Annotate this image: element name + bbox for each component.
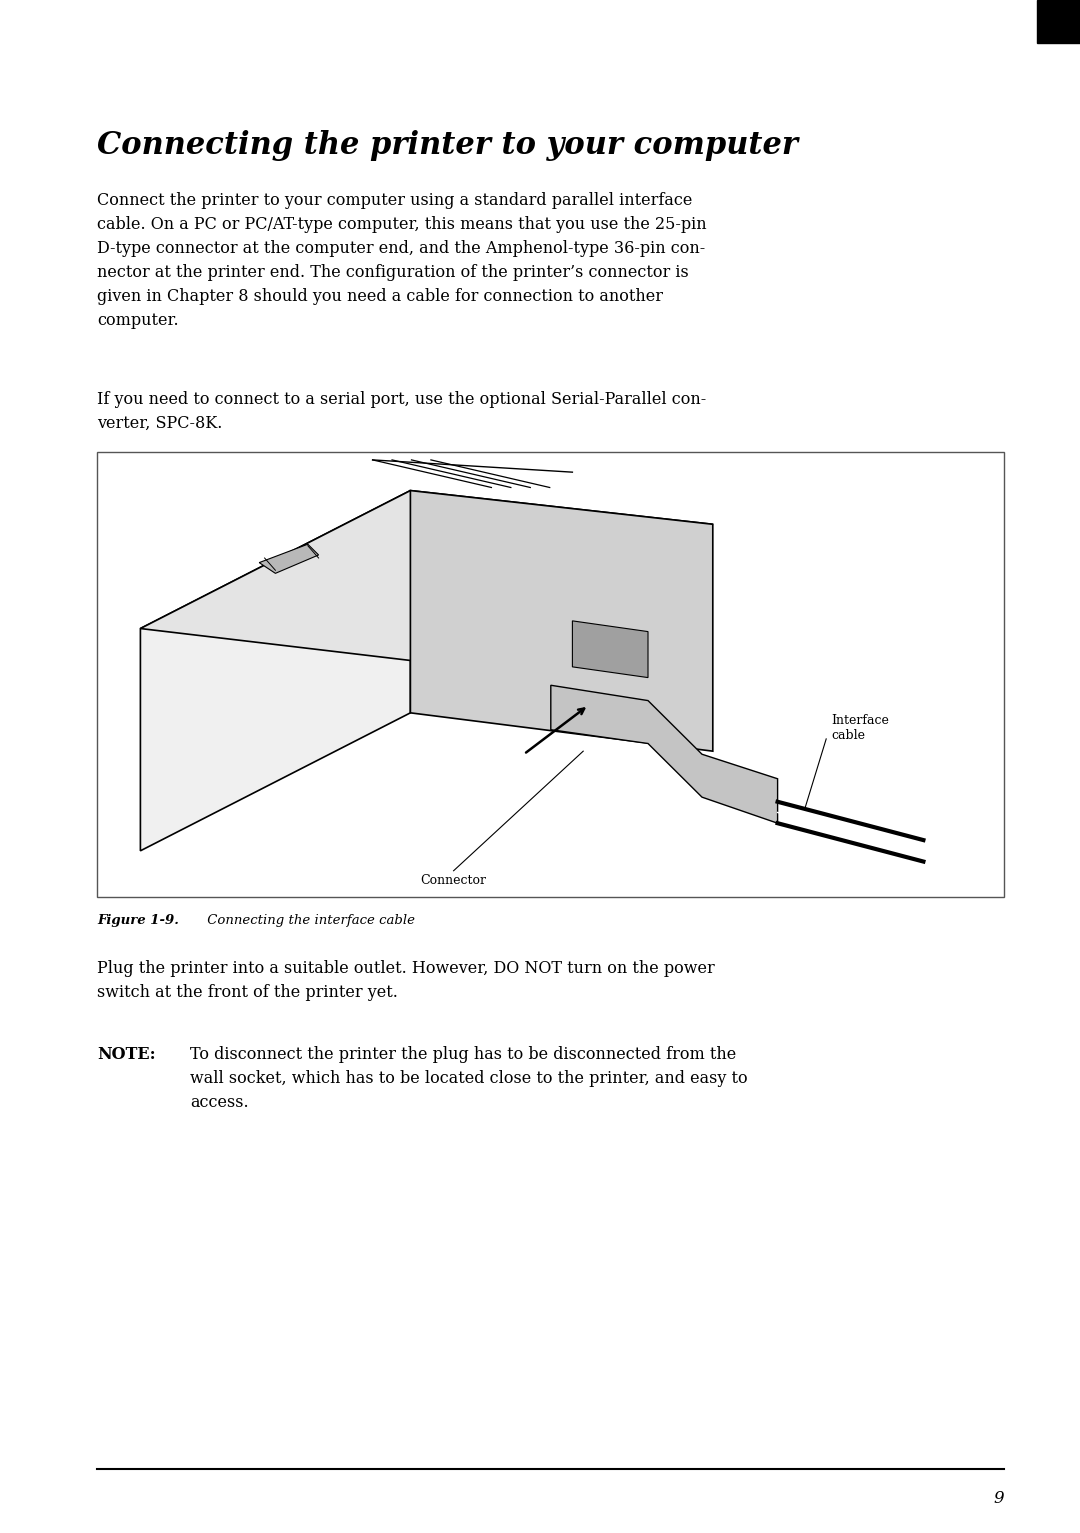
Text: Connect the printer to your computer using a standard parallel interface
cable. : Connect the printer to your computer usi…: [97, 192, 706, 330]
Polygon shape: [410, 491, 713, 751]
Polygon shape: [140, 491, 713, 667]
Text: If you need to connect to a serial port, use the optional Serial-Parallel con-
v: If you need to connect to a serial port,…: [97, 391, 706, 432]
Text: To disconnect the printer the plug has to be disconnected from the
wall socket, : To disconnect the printer the plug has t…: [190, 1046, 747, 1111]
Text: Connector: Connector: [420, 874, 487, 886]
Polygon shape: [572, 621, 648, 678]
Text: 9: 9: [994, 1490, 1004, 1507]
Bar: [1037, 0, 1080, 43]
Text: Interface
cable: Interface cable: [832, 714, 890, 742]
Text: Plug the printer into a suitable outlet. However, DO NOT turn on the power
switc: Plug the printer into a suitable outlet.…: [97, 960, 715, 1001]
Bar: [97, 452, 1004, 897]
Polygon shape: [259, 544, 319, 573]
Text: Figure 1-9.: Figure 1-9.: [97, 914, 179, 926]
Polygon shape: [551, 685, 778, 823]
Text: NOTE:: NOTE:: [97, 1046, 156, 1062]
Text: Connecting the printer to your computer: Connecting the printer to your computer: [97, 130, 798, 161]
Text: Connecting the interface cable: Connecting the interface cable: [203, 914, 415, 926]
Polygon shape: [140, 491, 410, 851]
